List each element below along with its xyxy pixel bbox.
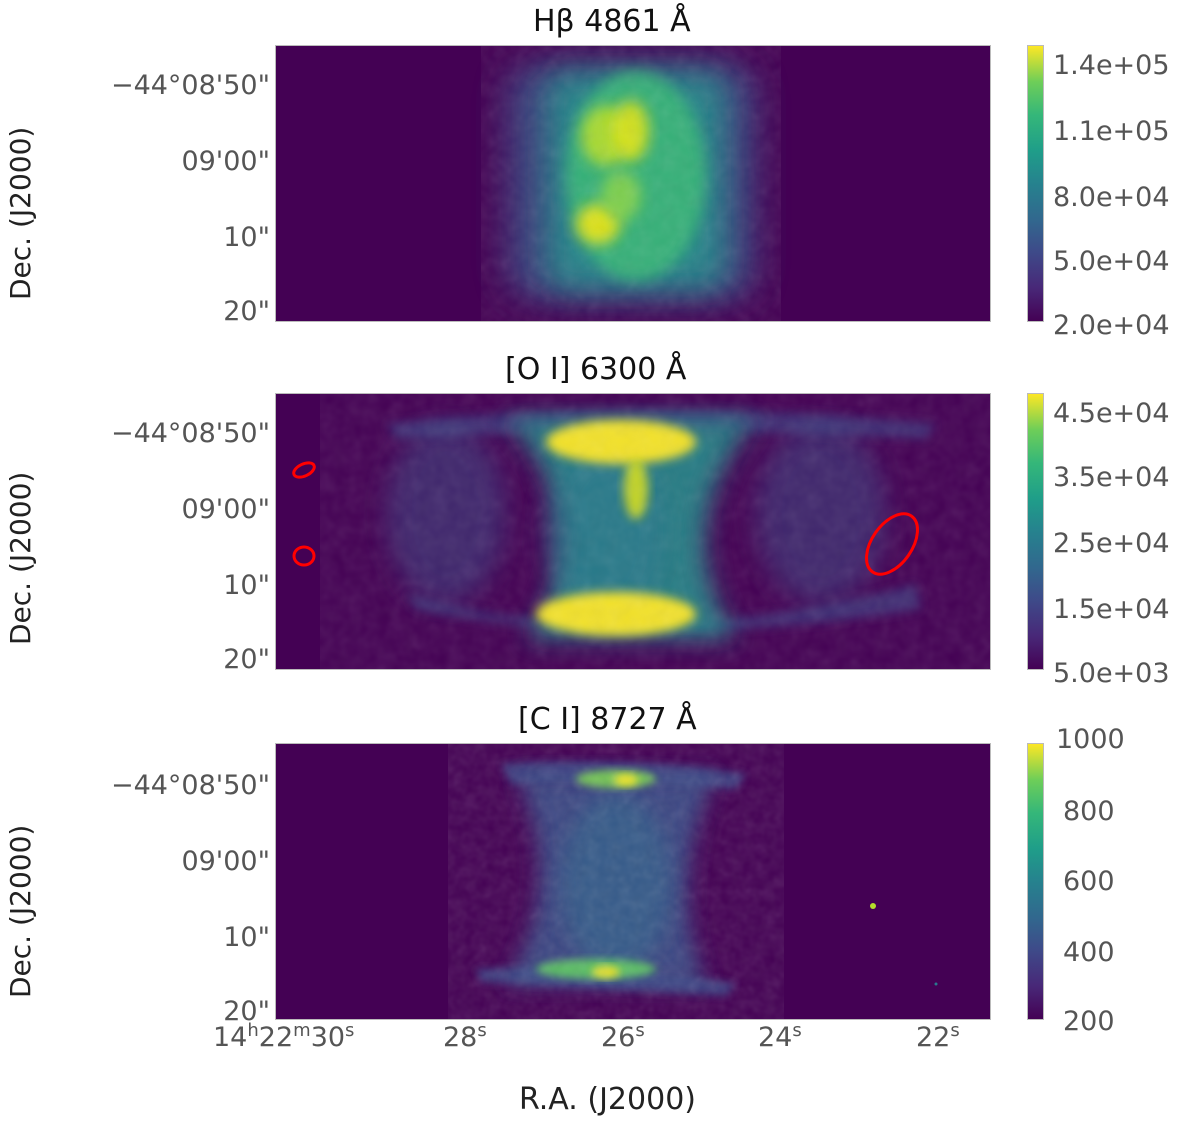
y-tick-label: 20" [223, 644, 270, 675]
colorbar-tick: 200 [1063, 1006, 1115, 1037]
y-tick-label: −44°08'50" [110, 418, 270, 449]
colorbar-tick: 2.0e+04 [1053, 310, 1170, 341]
y-tick-label: 20" [223, 296, 270, 327]
emission-map-oi [275, 393, 991, 670]
region-ellipse [292, 461, 316, 479]
colorbar-tick: 5.0e+03 [1053, 658, 1170, 689]
y-tick-label: 10" [223, 222, 270, 253]
point-source [934, 982, 938, 986]
colorbar-tick: 400 [1063, 937, 1115, 968]
y-tick-label: 10" [223, 922, 270, 953]
colorbar-tick: 3.5e+04 [1053, 462, 1170, 493]
emission-map-ci [275, 743, 991, 1020]
emission-map-hbeta [275, 45, 991, 322]
colorbar-tick: 4.5e+04 [1053, 398, 1170, 429]
x-tick-label: 22s [916, 1020, 960, 1054]
y-tick-label: 09'00" [181, 146, 270, 177]
y-tick-label: 09'00" [181, 494, 270, 525]
colorbar-tick: 8.0e+04 [1053, 182, 1170, 213]
x-tick-label: 24s [758, 1020, 802, 1054]
x-tick-label: 26s [601, 1020, 645, 1054]
x-axis-label: R.A. (J2000) [519, 1082, 696, 1117]
x-tick-label: 28s [443, 1020, 487, 1054]
panel-title-hbeta: Hβ 4861 Å [533, 4, 691, 39]
colorbar-tick: 600 [1063, 866, 1115, 897]
y-tick-label: 10" [223, 570, 270, 601]
panel-title-oi: [O I] 6300 Å [505, 352, 687, 387]
colorbar-oi [1027, 393, 1044, 670]
y-axis-label: Dec. (J2000) [4, 471, 37, 645]
y-tick-label: −44°08'50" [110, 70, 270, 101]
colorbar-tick: 1000 [1056, 724, 1125, 755]
colorbar-tick: 5.0e+04 [1053, 246, 1170, 277]
x-tick-label: 14h22m30s [213, 1020, 355, 1054]
y-tick-label: 09'00" [181, 846, 270, 877]
point-source [870, 903, 876, 909]
y-tick-label: −44°08'50" [110, 770, 270, 801]
colorbar-tick: 1.4e+05 [1053, 50, 1170, 81]
colorbar-hbeta [1027, 45, 1044, 322]
y-tick-label: 20" [223, 996, 270, 1027]
colorbar-tick: 800 [1063, 796, 1115, 827]
colorbar-ci [1027, 743, 1044, 1020]
y-axis-label: Dec. (J2000) [4, 824, 37, 998]
colorbar-tick: 1.1e+05 [1053, 116, 1170, 147]
colorbar-tick: 2.5e+04 [1053, 528, 1170, 559]
y-axis-label: Dec. (J2000) [4, 126, 37, 300]
region-ellipse [865, 512, 919, 576]
panel-title-ci: [C I] 8727 Å [518, 702, 697, 737]
colorbar-tick: 1.5e+04 [1053, 594, 1170, 625]
region-ellipse [292, 545, 316, 567]
